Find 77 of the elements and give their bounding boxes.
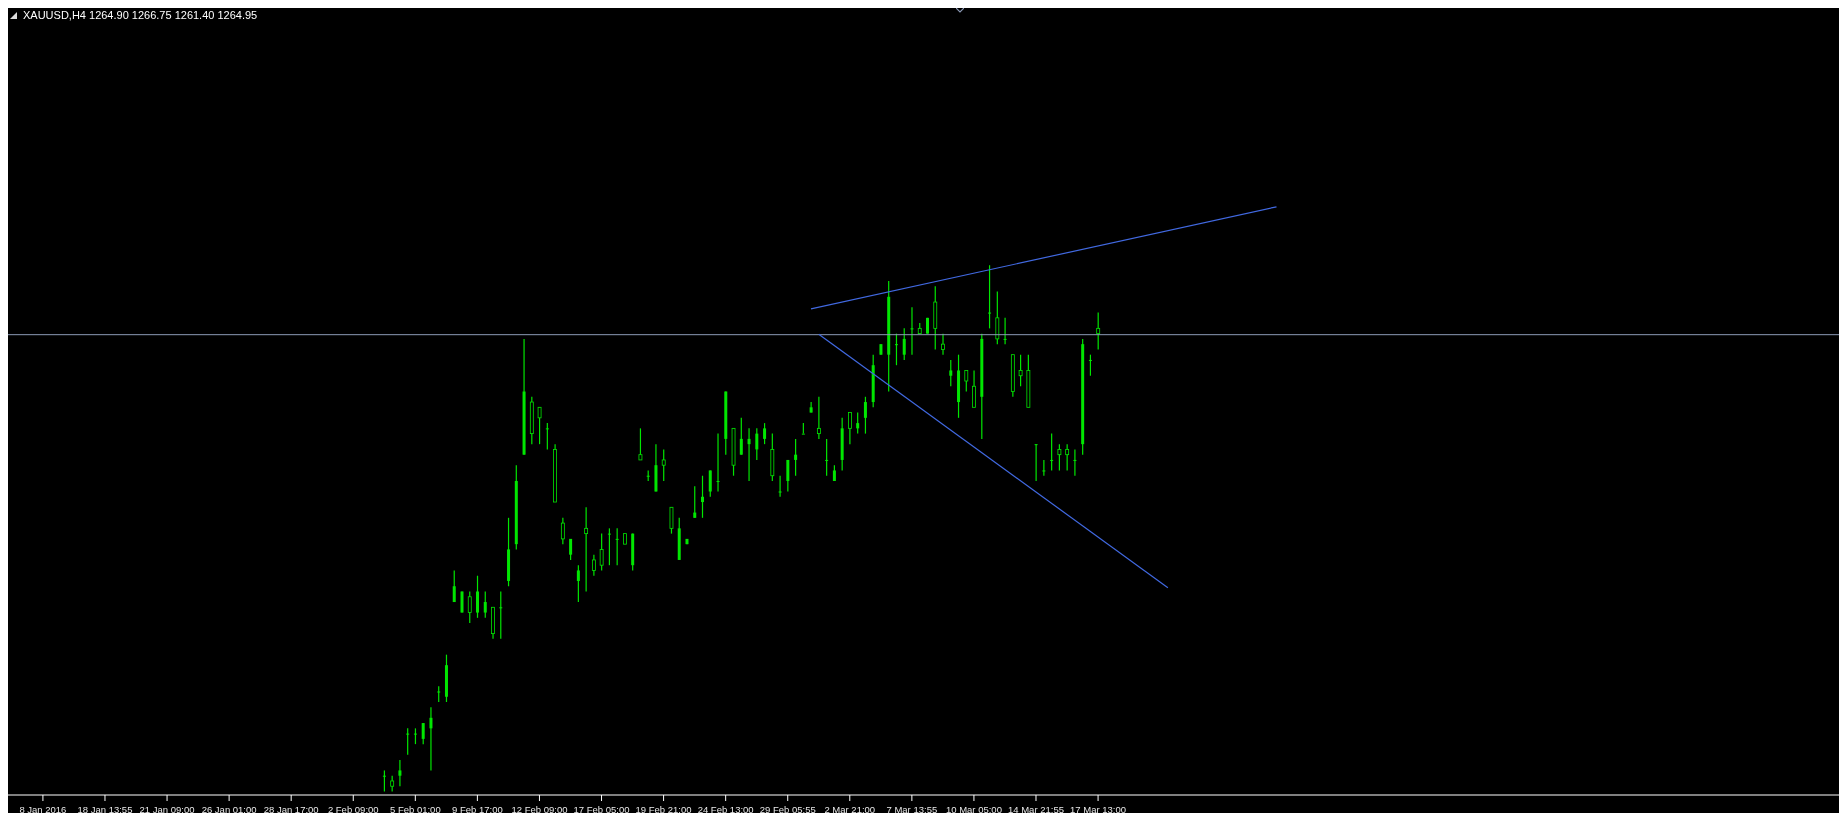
x-tick-label: 21 Jan 09:00 bbox=[139, 804, 195, 813]
x-tick-label: 2 Mar 21:00 bbox=[824, 804, 876, 813]
candlestick bbox=[902, 327, 906, 361]
candlestick bbox=[1042, 459, 1046, 477]
x-tick-label: 10 Mar 05:00 bbox=[945, 804, 1002, 813]
candlestick bbox=[1050, 433, 1054, 472]
candlestick bbox=[429, 706, 433, 772]
candlestick bbox=[421, 722, 425, 745]
candlestick bbox=[638, 427, 643, 461]
candlestick bbox=[1003, 317, 1007, 345]
candlestick bbox=[406, 727, 410, 756]
candlestick bbox=[1088, 354, 1092, 377]
candlestick bbox=[825, 438, 829, 477]
x-tick-label: 24 Feb 13:00 bbox=[697, 804, 754, 813]
candlestick bbox=[499, 590, 503, 640]
chart-title: XAUUSD,H4 1264.90 1266.75 1261.40 1264.95 bbox=[23, 9, 258, 21]
candlestick bbox=[1096, 311, 1101, 351]
x-tick-label: 9 Feb 17:00 bbox=[452, 804, 503, 813]
candlestick bbox=[1034, 443, 1038, 482]
candlestick bbox=[949, 359, 953, 387]
candlestick bbox=[693, 485, 697, 519]
candlestick bbox=[537, 406, 542, 445]
x-tick-label: 17 Feb 05:00 bbox=[573, 804, 630, 813]
candlestick bbox=[1018, 354, 1023, 387]
candlestick bbox=[763, 422, 767, 445]
candlestick bbox=[863, 396, 867, 435]
candlestick bbox=[382, 769, 386, 793]
x-tick-label: 28 Jan 17:00 bbox=[263, 804, 319, 813]
candlestick bbox=[747, 427, 751, 482]
candlestick bbox=[708, 469, 712, 498]
candlestick bbox=[545, 422, 549, 451]
candlestick bbox=[591, 554, 596, 577]
candlestick bbox=[669, 506, 674, 535]
x-tick-label: 29 Feb 05:55 bbox=[759, 804, 816, 813]
candlestick bbox=[972, 369, 976, 408]
candlestick bbox=[452, 569, 456, 603]
candlestick bbox=[1065, 443, 1070, 472]
candlestick bbox=[476, 575, 480, 619]
candlestick bbox=[483, 590, 487, 619]
candlestick bbox=[856, 411, 860, 435]
candlestick bbox=[661, 448, 666, 482]
candlestick bbox=[778, 475, 782, 498]
candlestick bbox=[941, 333, 945, 356]
candlestick bbox=[467, 590, 472, 624]
candlestick bbox=[786, 459, 790, 493]
candlestick bbox=[560, 517, 565, 545]
candlestick bbox=[701, 475, 704, 519]
x-tick-label: 8 Jan 2016 bbox=[19, 804, 67, 813]
candlestick bbox=[1057, 443, 1062, 472]
candlestick bbox=[755, 427, 759, 461]
x-tick-label: 2 Feb 09:00 bbox=[327, 804, 379, 813]
candlestick bbox=[848, 411, 852, 445]
candlestick bbox=[1073, 448, 1077, 477]
x-tick-label: 5 Feb 01:00 bbox=[389, 804, 441, 813]
candlestick bbox=[584, 506, 589, 593]
x-tick-label: 17 Mar 13:00 bbox=[1070, 804, 1127, 813]
x-tick-label: 26 Jan 01:00 bbox=[201, 804, 257, 813]
x-tick-label: 14 Mar 21:55 bbox=[1008, 804, 1064, 813]
candlestick bbox=[576, 564, 580, 603]
candlestick bbox=[739, 417, 743, 456]
x-tick-label: 18 Jan 13:55 bbox=[77, 804, 133, 813]
candlestick bbox=[816, 396, 821, 440]
x-tick-label: 7 Mar 13:55 bbox=[886, 804, 938, 813]
candlestick bbox=[988, 264, 992, 329]
candlestick bbox=[894, 333, 898, 366]
candlestick bbox=[615, 527, 619, 566]
candlestick bbox=[716, 433, 720, 493]
candlestick bbox=[964, 369, 969, 393]
candlestick bbox=[398, 759, 402, 787]
x-tick-label: 19 Feb 21:00 bbox=[635, 804, 692, 813]
candlestick bbox=[444, 654, 448, 703]
x-tick-label: 12 Feb 09:00 bbox=[511, 804, 568, 813]
candlestick bbox=[995, 290, 1000, 345]
candlestick bbox=[607, 527, 611, 566]
candlestick bbox=[910, 306, 914, 356]
candlestick bbox=[794, 438, 798, 477]
candlestick bbox=[599, 533, 604, 572]
